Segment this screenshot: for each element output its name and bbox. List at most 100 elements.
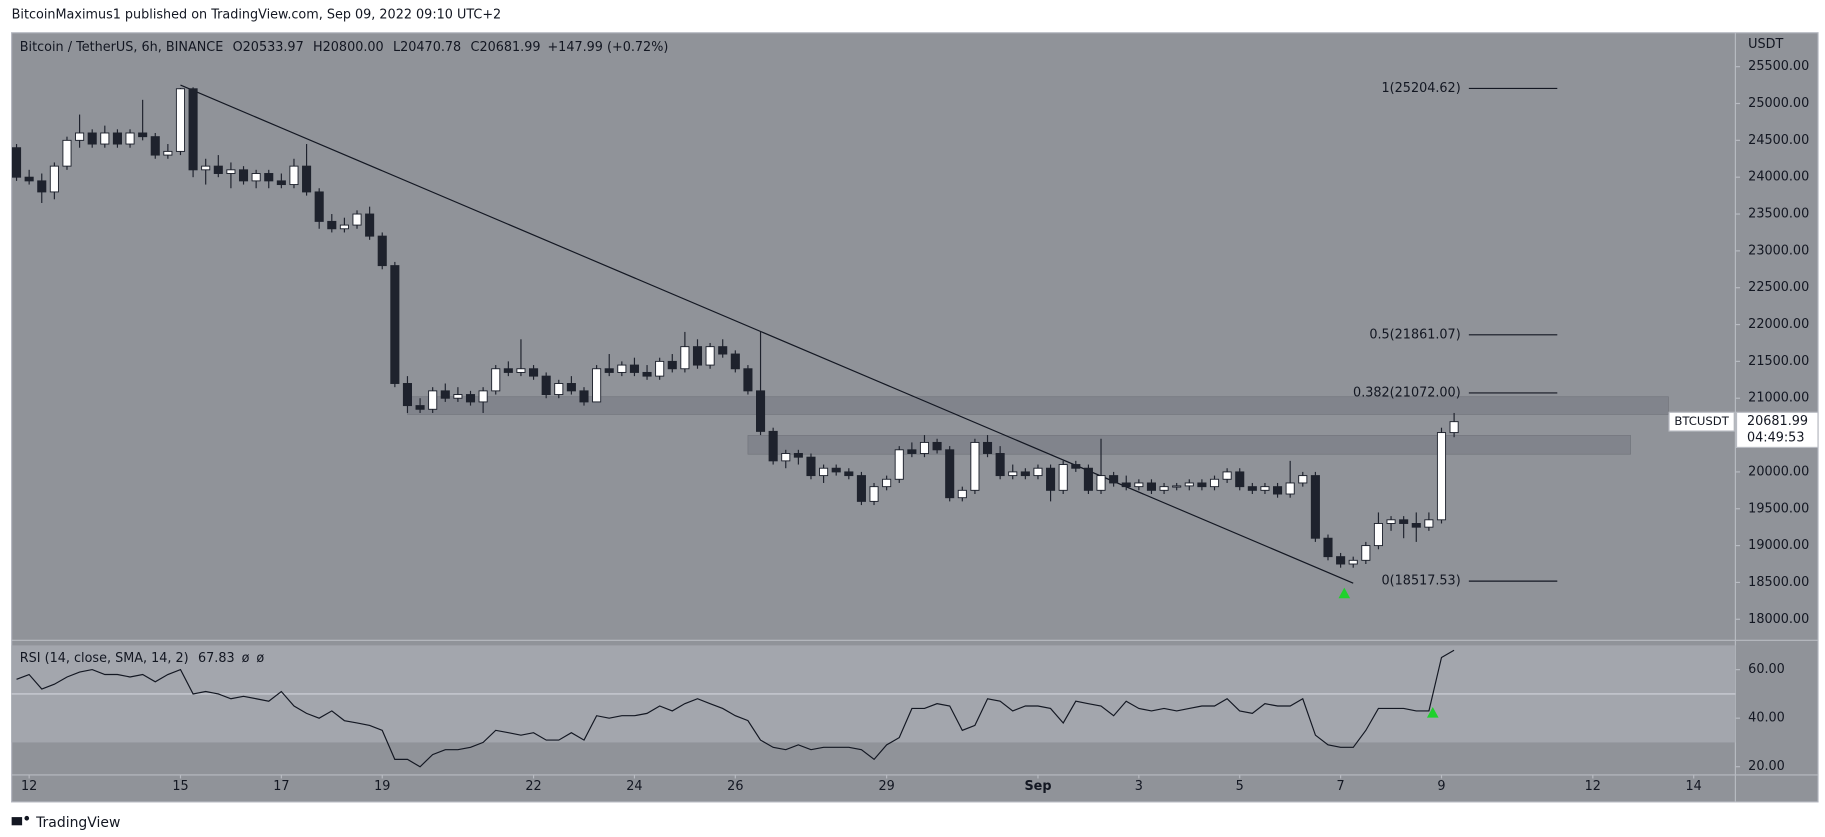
x-tick-label: 22 bbox=[525, 779, 541, 794]
y-tick-label: 24000.00 bbox=[1748, 170, 1809, 185]
candle-body bbox=[112, 132, 122, 145]
candle-body bbox=[932, 441, 942, 451]
candle-body bbox=[1424, 519, 1434, 528]
candle-body bbox=[1411, 523, 1421, 528]
candle-body bbox=[1260, 486, 1270, 491]
candle-body bbox=[1209, 478, 1220, 488]
candle-body bbox=[1323, 537, 1333, 558]
candle-body bbox=[1184, 482, 1194, 487]
rsi-na: ø bbox=[242, 650, 250, 665]
candle-body bbox=[982, 441, 993, 454]
candle-body bbox=[339, 224, 349, 230]
y-tick-label: 23000.00 bbox=[1748, 243, 1809, 258]
zone bbox=[747, 435, 1631, 455]
candle-body bbox=[163, 150, 173, 156]
candle-body bbox=[945, 449, 955, 499]
publish-header: BitcoinMaximus1 published on TradingView… bbox=[12, 8, 502, 23]
candle-body bbox=[793, 453, 803, 458]
candle-body bbox=[856, 475, 866, 502]
fib-label: 0.382(21072.00) bbox=[1353, 385, 1461, 400]
candle-body bbox=[1020, 471, 1030, 477]
x-tick-label: 17 bbox=[273, 779, 289, 794]
trendline bbox=[180, 84, 1354, 584]
candle-body bbox=[604, 368, 614, 373]
candle-body bbox=[289, 165, 299, 186]
candle-body bbox=[1399, 519, 1409, 524]
candle-body bbox=[1146, 482, 1156, 491]
candle-body bbox=[869, 486, 879, 502]
candle-body bbox=[844, 471, 854, 477]
candle-body bbox=[1373, 523, 1383, 547]
candle-body bbox=[138, 132, 148, 138]
fib-label: 0.5(21861.07) bbox=[1369, 327, 1460, 342]
y-tick-label: 18000.00 bbox=[1748, 612, 1809, 627]
candle-body bbox=[1109, 475, 1119, 484]
candle-body bbox=[894, 449, 904, 480]
candle-body bbox=[415, 405, 425, 410]
candle-body bbox=[478, 390, 488, 403]
y-tick-label: 19500.00 bbox=[1748, 501, 1809, 516]
candle-body bbox=[175, 88, 186, 152]
signal-arrow bbox=[1338, 587, 1351, 599]
candle-body bbox=[125, 132, 135, 145]
x-tick-label: 5 bbox=[1236, 779, 1244, 794]
y-tick-label: 22500.00 bbox=[1748, 280, 1809, 295]
candle-body bbox=[819, 467, 829, 477]
y-tick-label: 22000.00 bbox=[1748, 317, 1809, 332]
candle-body bbox=[743, 368, 753, 392]
candle-body bbox=[667, 360, 677, 370]
y-tick-label: 18500.00 bbox=[1748, 575, 1809, 590]
candle-body bbox=[1121, 482, 1131, 488]
footer-brand: TradingView bbox=[35, 815, 120, 831]
candle-body bbox=[327, 220, 337, 230]
symbol: Bitcoin / TetherUS, 6h, BINANCE bbox=[20, 39, 224, 54]
candle-body bbox=[629, 364, 639, 373]
candle-body bbox=[150, 136, 160, 156]
candle-body bbox=[680, 346, 690, 370]
candle-body bbox=[49, 165, 59, 193]
candle-body bbox=[314, 191, 324, 222]
candle-body bbox=[831, 467, 841, 473]
symbol-tag-label: BTCUSDT bbox=[1674, 414, 1729, 428]
rsi-value: 67.83 bbox=[198, 650, 235, 665]
candle-body bbox=[1222, 471, 1232, 480]
candle-body bbox=[1273, 486, 1283, 495]
candle-body bbox=[1096, 475, 1106, 491]
candle-body bbox=[276, 180, 286, 186]
candle-body bbox=[907, 449, 917, 454]
symbol-legend: Bitcoin / TetherUS, 6h, BINANCE O20533.97… bbox=[20, 39, 669, 54]
candle-body bbox=[1008, 471, 1018, 477]
candle-body bbox=[1361, 545, 1371, 561]
candle-body bbox=[1058, 464, 1068, 491]
legend-value: 20470.78 bbox=[400, 39, 461, 54]
legend-key: C bbox=[471, 39, 480, 54]
candle-body bbox=[352, 213, 362, 226]
x-tick-label: 15 bbox=[172, 779, 188, 794]
candle-body bbox=[806, 456, 816, 477]
y-tick-label: 23500.00 bbox=[1748, 207, 1809, 222]
candle-body bbox=[503, 368, 513, 373]
symbol-tag bbox=[1668, 411, 1735, 432]
countdown: 04:49:53 bbox=[1747, 431, 1804, 446]
candle-body bbox=[251, 173, 261, 182]
candle-body bbox=[541, 375, 551, 396]
candle-body bbox=[1172, 485, 1182, 488]
x-tick-label: Sep bbox=[1024, 779, 1051, 794]
candle-body bbox=[592, 368, 602, 403]
signal-arrow bbox=[1426, 707, 1439, 718]
candle-body bbox=[566, 383, 576, 392]
candle-body bbox=[402, 383, 412, 407]
y-tick-label: 20000.00 bbox=[1748, 464, 1809, 479]
candle-body bbox=[37, 180, 47, 193]
legend-change: +147.99 (+0.72%) bbox=[547, 39, 668, 54]
x-tick-label: 19 bbox=[374, 779, 390, 794]
candle-body bbox=[579, 390, 589, 403]
candle-body bbox=[692, 346, 703, 366]
candle-body bbox=[24, 176, 34, 182]
candle-body bbox=[465, 394, 476, 403]
candle-body bbox=[201, 165, 211, 171]
candle-body bbox=[365, 213, 375, 237]
candle-body bbox=[554, 383, 564, 396]
logo-mark bbox=[11, 817, 23, 826]
